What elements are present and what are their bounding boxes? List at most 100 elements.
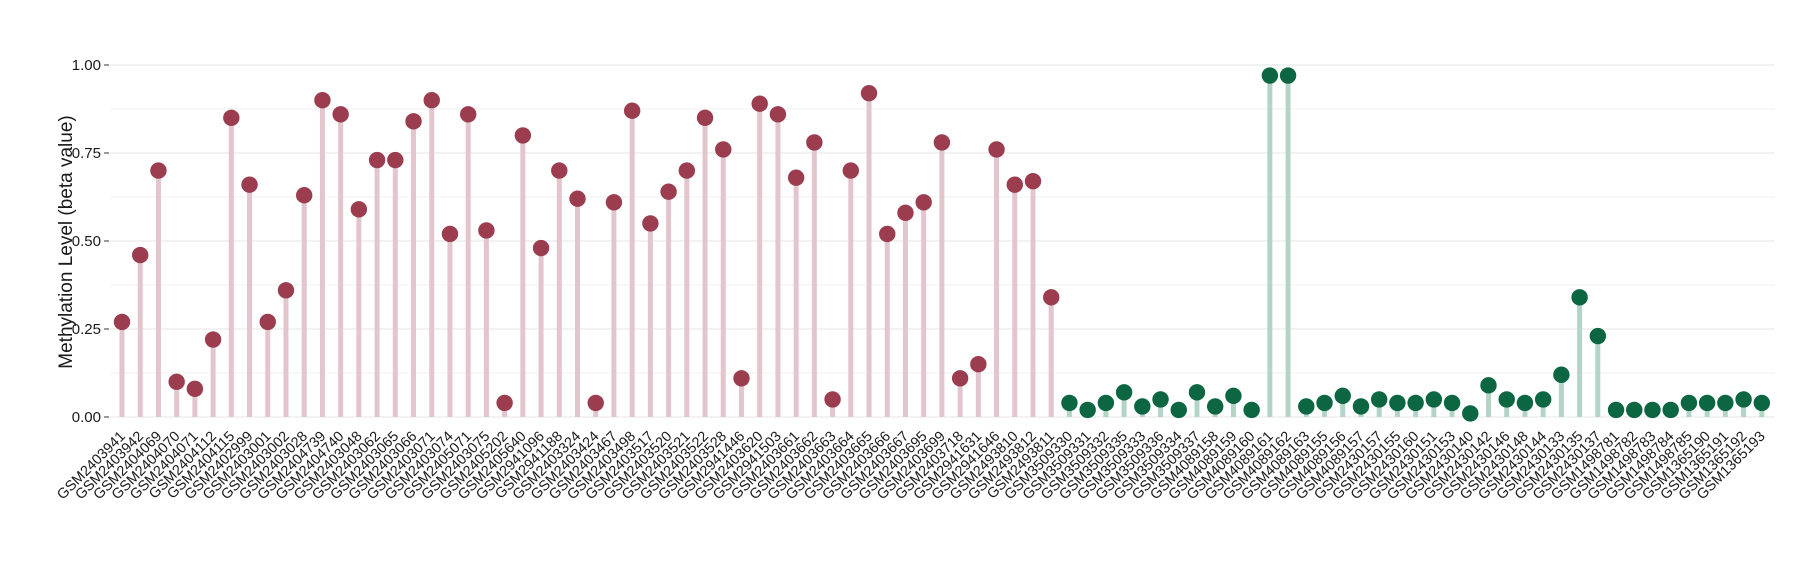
data-point	[1134, 398, 1151, 415]
data-point	[1680, 394, 1698, 412]
data-point	[1389, 394, 1406, 412]
data-point	[769, 106, 787, 123]
data-point	[150, 162, 167, 179]
data-point	[1662, 401, 1679, 419]
data-point	[113, 313, 131, 331]
data-point	[1607, 401, 1625, 419]
y-axis-title: Methylation Level (beta value)	[56, 115, 77, 368]
data-point	[532, 239, 550, 257]
data-point	[168, 373, 185, 390]
data-point	[623, 102, 641, 119]
data-point	[824, 391, 841, 408]
data-point	[587, 394, 604, 412]
data-point	[1589, 327, 1607, 345]
data-point	[1462, 405, 1479, 422]
data-point	[951, 370, 969, 387]
data-point	[1717, 394, 1734, 412]
data-point	[204, 331, 222, 348]
data-point	[1425, 391, 1443, 408]
data-point	[1571, 289, 1588, 306]
data-point	[1079, 401, 1096, 419]
data-point	[787, 169, 805, 186]
data-point	[223, 109, 240, 127]
data-point	[1006, 176, 1023, 193]
data-point	[1516, 394, 1534, 412]
data-point	[1316, 394, 1333, 412]
data-point	[860, 84, 878, 102]
data-point	[660, 183, 677, 200]
data-point	[1170, 401, 1187, 419]
data-point	[1698, 394, 1716, 412]
y-tick-label: 0.00	[72, 409, 101, 426]
y-axis: 0.00 0.25 0.50 0.75 1.00	[72, 57, 109, 426]
data-point	[1735, 391, 1752, 408]
data-point	[988, 141, 1005, 158]
data-point	[1188, 384, 1206, 401]
data-point	[1207, 398, 1224, 415]
data-point	[1097, 394, 1115, 412]
data-point	[1225, 387, 1242, 405]
data-point	[132, 246, 149, 264]
data-point	[1043, 289, 1060, 306]
data-point	[332, 106, 349, 123]
data-point	[296, 187, 313, 204]
data-point	[1334, 387, 1351, 405]
y-tick-label: 0.50	[72, 233, 101, 250]
data-point	[314, 92, 331, 109]
data-point	[605, 194, 623, 211]
data-point	[933, 134, 951, 151]
data-point	[1279, 67, 1297, 84]
data-point	[551, 162, 568, 179]
data-point	[1644, 401, 1661, 419]
data-point	[423, 92, 440, 109]
data-point	[806, 134, 823, 151]
data-point	[1024, 172, 1042, 190]
x-axis: GSM2403941GSM2403942GSM2404069GSM2404070…	[54, 429, 1768, 504]
data-point	[1061, 394, 1078, 412]
data-point	[1261, 67, 1279, 84]
data-point	[387, 151, 404, 169]
data-point	[1243, 401, 1260, 419]
data-point	[733, 370, 750, 387]
data-point	[569, 190, 586, 207]
data-point	[1480, 377, 1497, 394]
data-point	[842, 162, 859, 179]
data-point	[897, 204, 914, 222]
data-point	[259, 313, 276, 331]
data-point	[1626, 401, 1643, 419]
data-point	[915, 194, 932, 211]
data-point	[514, 127, 532, 144]
data-point	[1498, 391, 1515, 408]
data-point	[1534, 391, 1552, 408]
data-point	[478, 222, 495, 239]
data-point	[879, 225, 896, 243]
y-tick-label: 1.00	[72, 57, 101, 74]
data-point	[405, 113, 422, 130]
data-point	[1370, 391, 1388, 408]
data-point	[186, 380, 204, 398]
data-point	[1352, 398, 1370, 415]
data-point	[1753, 394, 1771, 412]
data-point	[241, 176, 258, 193]
data-point	[277, 282, 295, 299]
data-point	[1407, 394, 1424, 412]
data-point	[1443, 394, 1461, 412]
y-tick-label: 0.75	[72, 145, 101, 162]
data-point	[350, 201, 368, 218]
y-tick-label: 0.25	[72, 321, 101, 338]
data-point	[751, 95, 768, 112]
data-point	[1298, 398, 1315, 415]
data-point	[696, 109, 714, 127]
data-point	[642, 215, 659, 232]
data-point	[1152, 391, 1169, 408]
data-point	[715, 141, 732, 158]
data-point	[368, 151, 386, 169]
data-point	[441, 225, 459, 243]
data-point	[970, 356, 987, 373]
lollipops	[113, 67, 1771, 422]
data-point	[1115, 384, 1133, 401]
data-point	[459, 106, 477, 123]
data-point	[1553, 366, 1570, 383]
data-point	[496, 394, 513, 412]
